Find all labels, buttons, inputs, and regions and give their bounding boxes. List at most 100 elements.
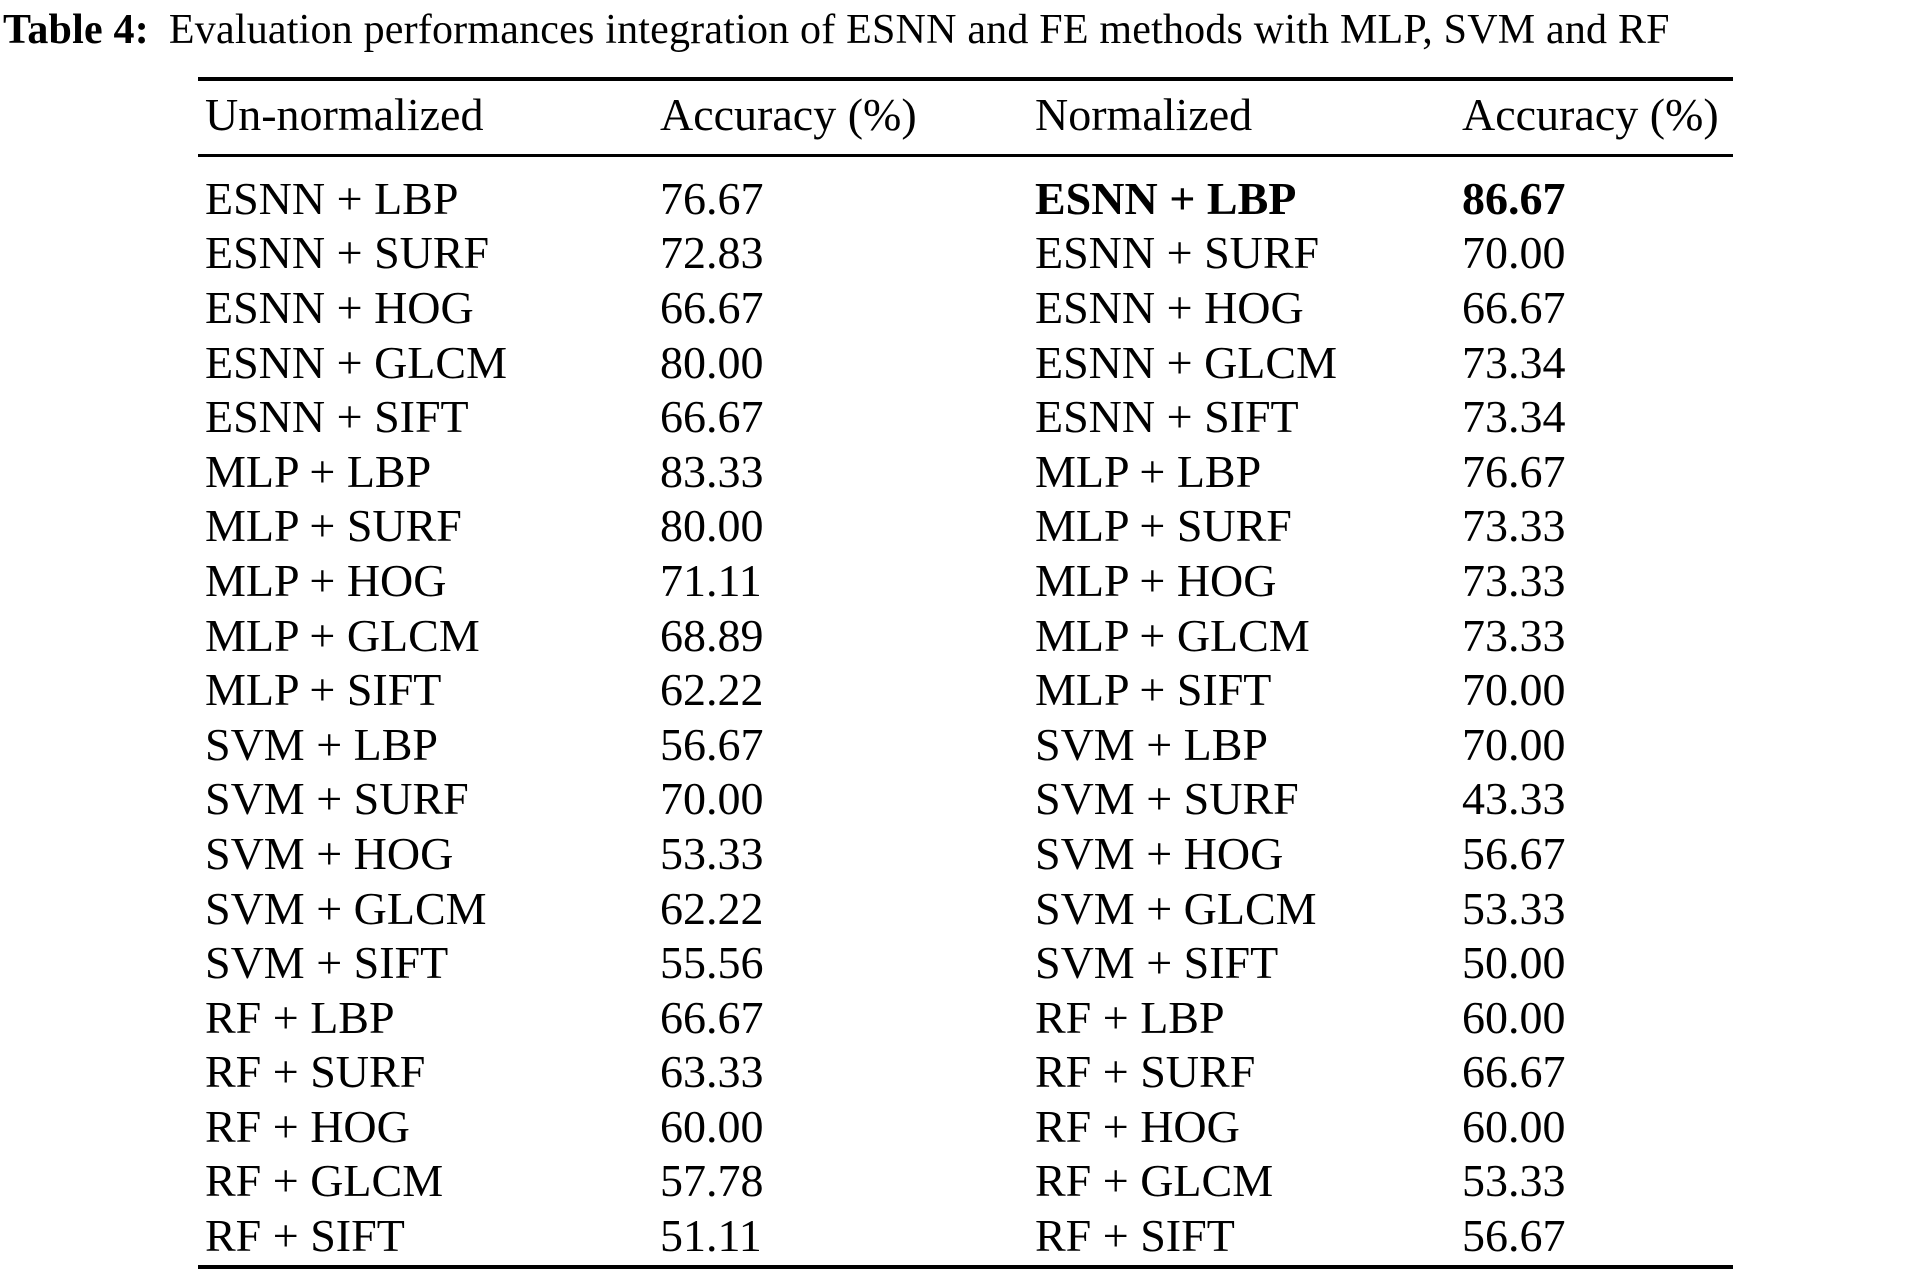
un-method-cell: MLP + SURF: [205, 500, 462, 552]
table-row: RF + LBP 66.67 RF + LBP 60.00: [198, 990, 1733, 1045]
norm-method-cell: SVM + HOG: [1035, 827, 1284, 879]
norm-method-cell: ESNN + GLCM: [1035, 336, 1337, 388]
un-accuracy-cell: 62.22: [660, 664, 764, 716]
norm-method-cell: SVM + SURF: [1035, 773, 1299, 825]
norm-accuracy-cell: 53.33: [1462, 1155, 1566, 1207]
un-accuracy-cell: 83.33: [660, 445, 764, 497]
table-row: ESNN + GLCM 80.00 ESNN + GLCM 73.34: [198, 335, 1733, 390]
un-method-cell: MLP + SIFT: [205, 664, 442, 716]
norm-accuracy-cell: 73.33: [1462, 554, 1566, 606]
table-caption: Table 4: Evaluation performances integrat…: [3, 4, 1929, 56]
column-header-un-accuracy: Accuracy (%): [660, 89, 917, 140]
table-caption-label: Table 4:: [3, 7, 149, 53]
norm-method-cell: MLP + HOG: [1035, 554, 1277, 606]
un-accuracy-cell: 62.22: [660, 882, 764, 934]
table-row: SVM + HOG 53.33 SVM + HOG 56.67: [198, 826, 1733, 881]
norm-accuracy-cell: 73.33: [1462, 609, 1566, 661]
norm-accuracy-cell: 70.00: [1462, 227, 1566, 279]
norm-method-cell: MLP + SURF: [1035, 500, 1292, 552]
table-row: RF + HOG 60.00 RF + HOG 60.00: [198, 1099, 1733, 1154]
table-row: MLP + SURF 80.00 MLP + SURF 73.33: [198, 499, 1733, 554]
norm-method-cell: MLP + LBP: [1035, 445, 1262, 497]
table-row: ESNN + LBP 76.67 ESNN + LBP 86.67: [198, 171, 1733, 226]
un-accuracy-cell: 57.78: [660, 1155, 764, 1207]
norm-accuracy-cell: 66.67: [1462, 281, 1566, 333]
norm-method-cell: RF + SIFT: [1035, 1210, 1235, 1262]
norm-accuracy-cell: 73.34: [1462, 391, 1566, 443]
table-row: ESNN + SURF 72.83 ESNN + SURF 70.00: [198, 226, 1733, 281]
column-header-normalized: Normalized: [1035, 89, 1253, 140]
norm-method-cell: ESNN + HOG: [1035, 281, 1304, 333]
column-header-un-normalized: Un-normalized: [205, 89, 484, 140]
table-row: SVM + GLCM 62.22 SVM + GLCM 53.33: [198, 881, 1733, 936]
norm-accuracy-cell: 86.67: [1462, 172, 1566, 224]
table-row: MLP + HOG 71.11 MLP + HOG 73.33: [198, 553, 1733, 608]
un-method-cell: RF + LBP: [205, 991, 395, 1043]
un-accuracy-cell: 53.33: [660, 827, 764, 879]
un-accuracy-cell: 70.00: [660, 773, 764, 825]
un-accuracy-cell: 66.67: [660, 991, 764, 1043]
norm-accuracy-cell: 43.33: [1462, 773, 1566, 825]
norm-accuracy-cell: 70.00: [1462, 718, 1566, 770]
norm-method-cell: RF + LBP: [1035, 991, 1225, 1043]
norm-accuracy-cell: 73.34: [1462, 336, 1566, 388]
un-method-cell: SVM + LBP: [205, 718, 439, 770]
table-row: MLP + GLCM 68.89 MLP + GLCM 73.33: [198, 608, 1733, 663]
table-body: ESNN + LBP 76.67 ESNN + LBP 86.67 ESNN +…: [198, 157, 1733, 1265]
un-accuracy-cell: 66.67: [660, 391, 764, 443]
norm-method-cell: MLP + GLCM: [1035, 609, 1310, 661]
norm-accuracy-cell: 70.00: [1462, 664, 1566, 716]
norm-accuracy-cell: 50.00: [1462, 937, 1566, 989]
table-row: SVM + SURF 70.00 SVM + SURF 43.33: [198, 772, 1733, 827]
un-method-cell: SVM + SIFT: [205, 937, 449, 989]
un-accuracy-cell: 80.00: [660, 336, 764, 388]
table-row: RF + SURF 63.33 RF + SURF 66.67: [198, 1045, 1733, 1100]
table-row: SVM + LBP 56.67 SVM + LBP 70.00: [198, 717, 1733, 772]
table-row: ESNN + HOG 66.67 ESNN + HOG 66.67: [198, 280, 1733, 335]
un-method-cell: ESNN + SIFT: [205, 391, 469, 443]
un-method-cell: MLP + HOG: [205, 554, 447, 606]
table-row: RF + GLCM 57.78 RF + GLCM 53.33: [198, 1154, 1733, 1209]
un-method-cell: SVM + SURF: [205, 773, 469, 825]
un-method-cell: ESNN + SURF: [205, 227, 490, 279]
norm-accuracy-cell: 76.67: [1462, 445, 1566, 497]
norm-method-cell: RF + GLCM: [1035, 1155, 1274, 1207]
un-accuracy-cell: 66.67: [660, 281, 764, 333]
un-accuracy-cell: 51.11: [660, 1210, 762, 1262]
table-row: RF + SIFT 51.11 RF + SIFT 56.67: [198, 1208, 1733, 1263]
un-accuracy-cell: 63.33: [660, 1046, 764, 1098]
norm-method-cell: SVM + LBP: [1035, 718, 1269, 770]
table-header-row: Un-normalized Accuracy (%) Normalized Ac…: [198, 81, 1733, 157]
un-method-cell: ESNN + LBP: [205, 172, 459, 224]
norm-accuracy-cell: 56.67: [1462, 827, 1566, 879]
un-accuracy-cell: 71.11: [660, 554, 762, 606]
un-accuracy-cell: 68.89: [660, 609, 764, 661]
norm-method-cell: ESNN + SURF: [1035, 227, 1320, 279]
un-method-cell: RF + HOG: [205, 1100, 410, 1152]
table-row: SVM + SIFT 55.56 SVM + SIFT 50.00: [198, 935, 1733, 990]
norm-accuracy-cell: 56.67: [1462, 1210, 1566, 1262]
norm-method-cell: RF + HOG: [1035, 1100, 1240, 1152]
norm-method-cell: RF + SURF: [1035, 1046, 1256, 1098]
norm-accuracy-cell: 60.00: [1462, 991, 1566, 1043]
un-method-cell: SVM + GLCM: [205, 882, 487, 934]
table-row: MLP + SIFT 62.22 MLP + SIFT 70.00: [198, 662, 1733, 717]
un-accuracy-cell: 55.56: [660, 937, 764, 989]
norm-method-cell: ESNN + SIFT: [1035, 391, 1299, 443]
un-method-cell: RF + SIFT: [205, 1210, 405, 1262]
un-method-cell: SVM + HOG: [205, 827, 454, 879]
un-accuracy-cell: 56.67: [660, 718, 764, 770]
norm-accuracy-cell: 60.00: [1462, 1100, 1566, 1152]
table-caption-text: Evaluation performances integration of E…: [168, 7, 1670, 53]
un-method-cell: MLP + GLCM: [205, 609, 480, 661]
un-method-cell: ESNN + GLCM: [205, 336, 507, 388]
norm-accuracy-cell: 53.33: [1462, 882, 1566, 934]
norm-method-cell: SVM + GLCM: [1035, 882, 1317, 934]
norm-method-cell: SVM + SIFT: [1035, 937, 1279, 989]
un-method-cell: RF + GLCM: [205, 1155, 444, 1207]
norm-accuracy-cell: 66.67: [1462, 1046, 1566, 1098]
table-row: ESNN + SIFT 66.67 ESNN + SIFT 73.34: [198, 389, 1733, 444]
un-method-cell: ESNN + HOG: [205, 281, 474, 333]
un-method-cell: MLP + LBP: [205, 445, 432, 497]
